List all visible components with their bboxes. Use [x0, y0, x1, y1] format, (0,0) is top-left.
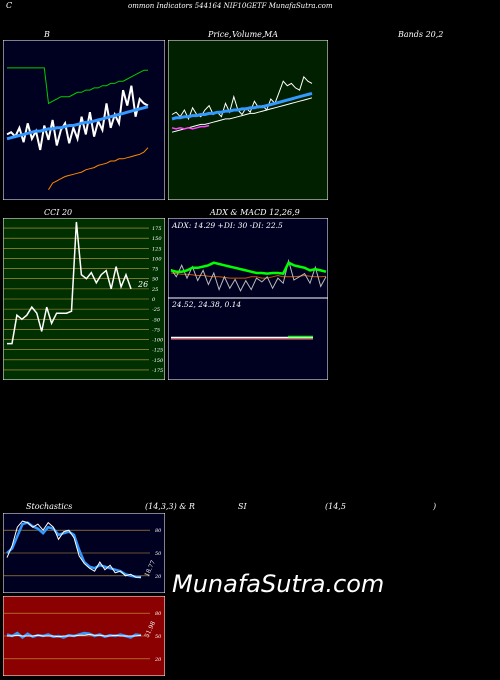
cci-tick-label: 0: [152, 297, 156, 303]
rsi-tick-label: 50: [155, 634, 162, 640]
bollinger-series-1: [7, 67, 148, 105]
bands-right-label: Bands 20,2: [398, 30, 444, 39]
cci-line: [7, 221, 132, 345]
cci-chart: 175 150 125 100 75 50 25 0 -25 -50 -75 -100 -125 -150…: [3, 218, 165, 380]
cci-last-value: 26: [137, 280, 148, 289]
stoch-label: Stochastics: [26, 502, 73, 511]
cci-tick-label: 25: [151, 287, 158, 293]
cci-tick-label: -175: [152, 368, 163, 374]
bollinger-chart: [3, 40, 165, 200]
rsi-si-label: SI: [238, 502, 247, 511]
rsi-signal-line: [7, 633, 142, 638]
price-series-3: [171, 124, 210, 130]
adx-macd-label: ADX & MACD 12,26,9: [210, 208, 300, 217]
header-title: ommon Indicators 544164 NIF10GETF Munafa…: [128, 2, 333, 10]
bands-b-label: B: [44, 30, 50, 39]
cci-tick-label: 150: [152, 236, 162, 242]
adx-series-0: [170, 261, 327, 275]
macd-values-text: 24.52, 24.38, 0.14: [171, 300, 241, 309]
cci-tick-label: 125: [152, 246, 162, 252]
munafasutra-watermark: MunafaSutra.com: [172, 570, 385, 598]
cci-tick-label: -100: [152, 338, 164, 344]
price-series-0: [171, 75, 313, 121]
cci-tick-label: -150: [152, 358, 164, 364]
rsi-params-label: (14,5: [325, 502, 346, 511]
cci-tick-label: 50: [152, 277, 159, 283]
adx-series-1: [170, 258, 327, 293]
ma-label: MA: [264, 30, 278, 39]
cci-tick-label: -125: [152, 348, 163, 354]
cci-tick-label: -75: [152, 327, 160, 333]
header-left-letter: C: [6, 1, 13, 10]
adx-chart: ADX: 14.29 +DI: 30 -DI: 22.5: [168, 218, 328, 298]
bollinger-background: [3, 40, 165, 200]
adx-values-text: ADX: 14.29 +DI: 30 -DI: 22.5: [171, 221, 283, 230]
cci-label: CCI 20: [44, 208, 73, 217]
stoch-tick-label: 80: [155, 528, 162, 534]
price-series-2: [171, 97, 313, 133]
cci-tick-label: 175: [152, 226, 162, 232]
price-label: Price,: [208, 30, 232, 39]
bollinger-series-2: [6, 105, 149, 141]
macd-chart: 24.52, 24.38, 0.14: [168, 298, 328, 380]
adx-background: [168, 218, 328, 298]
price-background: [168, 40, 328, 200]
bollinger-series-3: [48, 147, 149, 191]
cci-tick-label: -25: [152, 307, 160, 313]
stoch-tick-label: 20: [154, 574, 162, 580]
price-volume-ma-chart: [168, 40, 328, 200]
stoch-params-label: (14,3,3) & R: [145, 502, 195, 511]
rsi-close-paren: ): [433, 502, 437, 511]
volume-label: Volume,: [232, 30, 265, 39]
rsi-tick-label: 80: [155, 611, 162, 617]
cci-tick-label: 100: [152, 256, 162, 262]
stoch-d-line: [6, 520, 141, 578]
rsi-tick-label: 20: [154, 657, 162, 663]
stoch-tick-label: 50: [155, 551, 162, 557]
cci-tick-label: 75: [152, 267, 158, 273]
price-series-1: [171, 91, 313, 121]
cci-tick-label: -50: [152, 317, 161, 323]
